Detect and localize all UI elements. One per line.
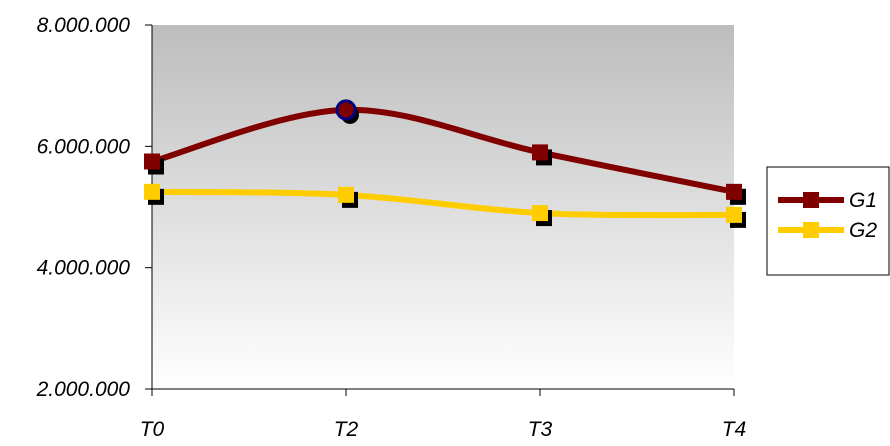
legend-marker-g2	[803, 222, 819, 238]
x-tick-label: T3	[528, 418, 553, 441]
y-tick-label: 2.000.000	[36, 378, 131, 401]
x-tick-label: T2	[334, 418, 359, 441]
data-point-g1-highlighted	[335, 99, 357, 121]
legend-marker-g1	[803, 192, 819, 208]
legend-box	[766, 166, 890, 276]
data-point-g2	[338, 186, 354, 203]
y-tick-label: 6.000.000	[37, 135, 131, 158]
y-tick-label: 4.000.000	[37, 257, 131, 280]
x-tick-label: T4	[722, 418, 747, 441]
y-tick-label: 8.000.000	[37, 14, 131, 37]
data-point-g2	[144, 183, 160, 200]
data-point-g1	[726, 183, 742, 200]
legend-label-g2: G2	[849, 219, 877, 242]
data-point-g1	[144, 153, 160, 170]
series-line-g2	[149, 188, 737, 219]
data-point-g1	[532, 144, 548, 161]
data-point-g2	[532, 205, 548, 222]
x-tick-label: T0	[140, 418, 165, 441]
legend-label-g1: G1	[849, 189, 877, 212]
series-line-g1	[149, 106, 737, 195]
data-point-g2	[726, 206, 742, 223]
